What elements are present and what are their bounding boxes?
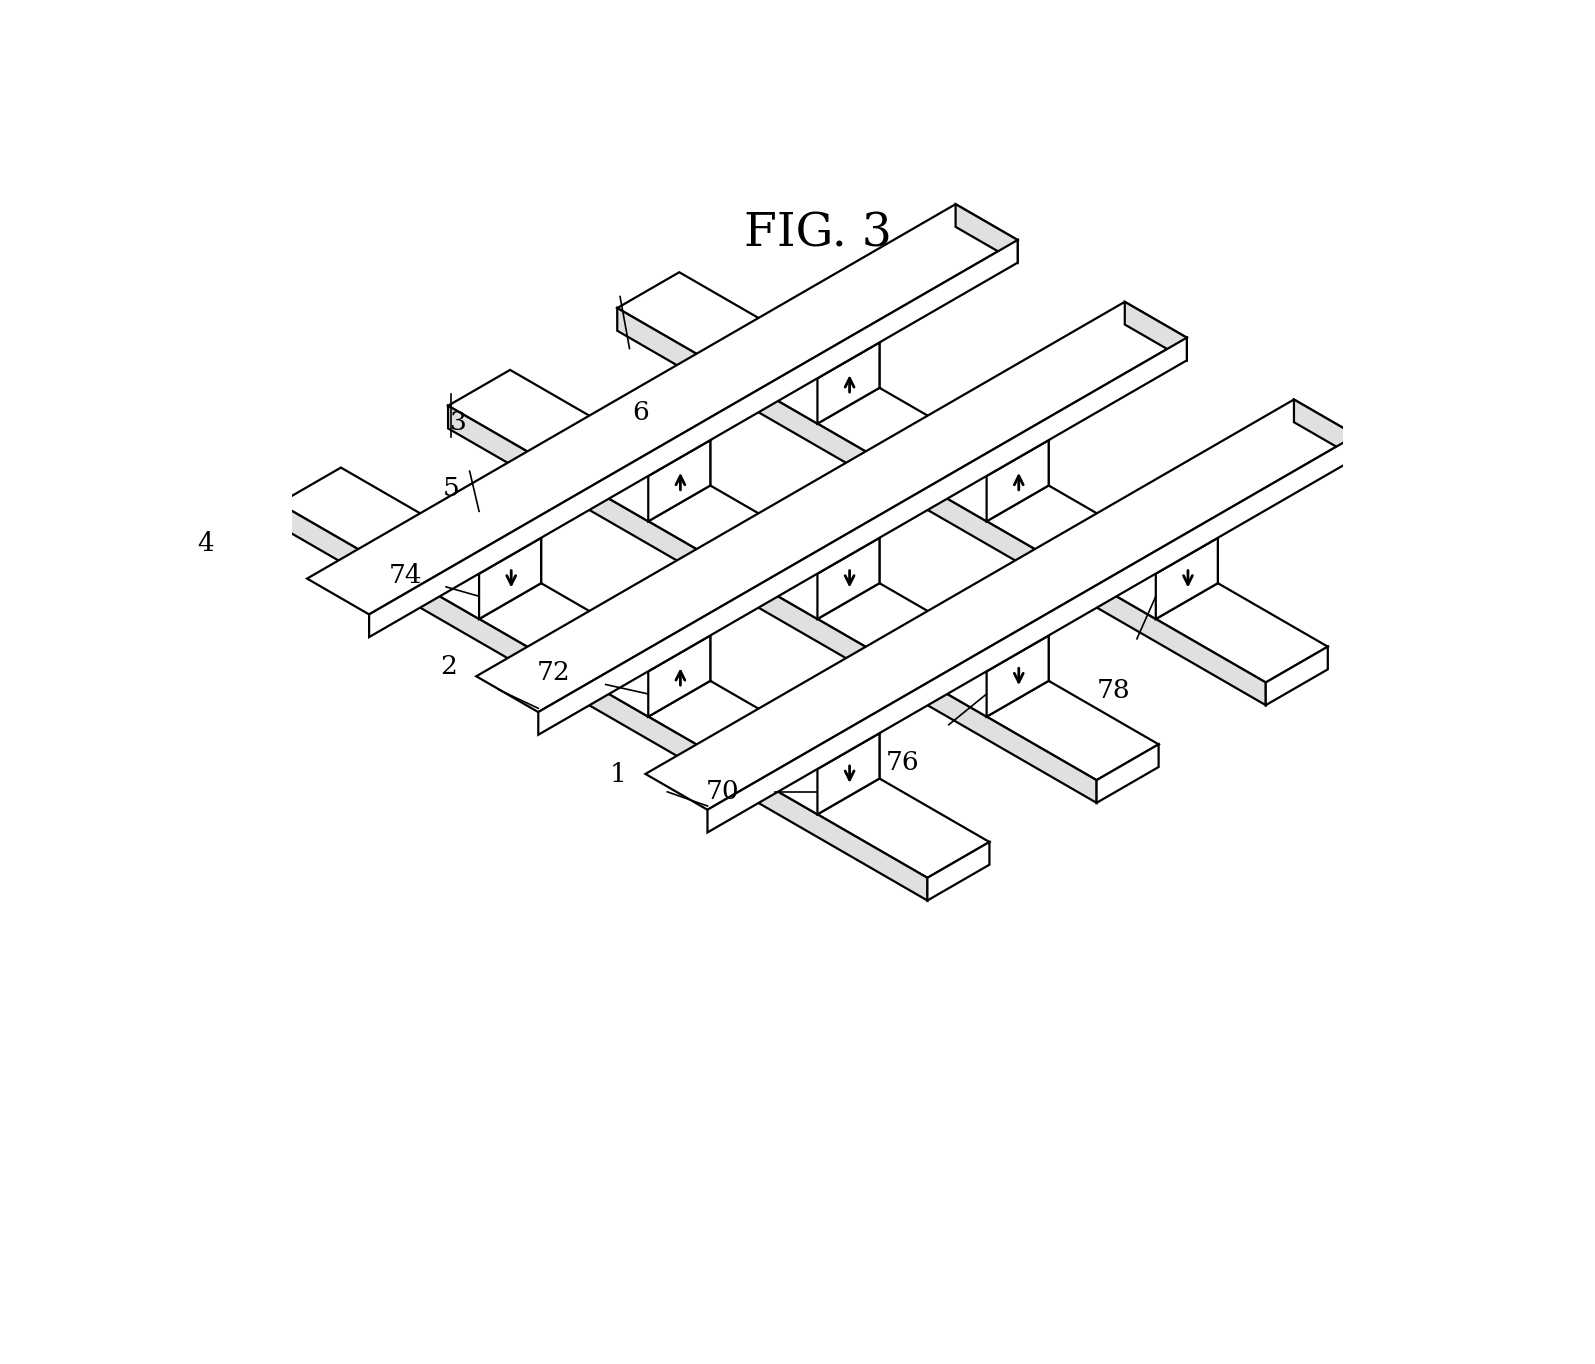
Polygon shape	[279, 503, 927, 900]
Polygon shape	[648, 636, 710, 716]
Polygon shape	[1094, 502, 1219, 574]
Polygon shape	[818, 537, 879, 619]
Polygon shape	[987, 636, 1048, 716]
Polygon shape	[416, 547, 541, 619]
Polygon shape	[1156, 537, 1219, 619]
Polygon shape	[587, 450, 710, 521]
Polygon shape	[756, 743, 879, 814]
Polygon shape	[925, 404, 1048, 476]
Polygon shape	[756, 307, 879, 378]
Polygon shape	[756, 697, 879, 769]
Polygon shape	[617, 273, 1327, 682]
Polygon shape	[478, 502, 541, 584]
Polygon shape	[617, 308, 1266, 705]
Polygon shape	[756, 547, 879, 619]
Polygon shape	[368, 240, 1018, 637]
Text: 70: 70	[707, 779, 740, 805]
Polygon shape	[1156, 502, 1219, 584]
Text: 6: 6	[633, 400, 649, 424]
Polygon shape	[1094, 547, 1219, 619]
Text: 74: 74	[389, 563, 423, 588]
Polygon shape	[1124, 301, 1187, 360]
Text: 78: 78	[1097, 678, 1131, 704]
Polygon shape	[478, 537, 541, 619]
Text: FIG. 3: FIG. 3	[743, 211, 892, 256]
Polygon shape	[756, 502, 879, 574]
Polygon shape	[818, 342, 879, 424]
Text: 76: 76	[885, 750, 919, 775]
Polygon shape	[448, 370, 1158, 780]
Polygon shape	[587, 404, 710, 476]
Polygon shape	[1266, 647, 1327, 705]
Polygon shape	[279, 468, 989, 878]
Polygon shape	[648, 600, 710, 681]
Polygon shape	[708, 435, 1356, 832]
Polygon shape	[538, 338, 1187, 735]
Text: 1: 1	[609, 762, 627, 787]
Polygon shape	[587, 600, 710, 671]
Polygon shape	[927, 842, 989, 900]
Polygon shape	[818, 307, 879, 387]
Polygon shape	[987, 600, 1048, 681]
Polygon shape	[925, 600, 1048, 671]
Polygon shape	[756, 352, 879, 424]
Polygon shape	[955, 205, 1018, 263]
Text: 4: 4	[198, 531, 214, 555]
Text: 72: 72	[538, 660, 571, 686]
Polygon shape	[925, 645, 1048, 716]
Text: 5: 5	[442, 476, 459, 501]
Polygon shape	[1294, 400, 1356, 458]
Polygon shape	[987, 441, 1048, 521]
Polygon shape	[818, 697, 879, 779]
Polygon shape	[1097, 745, 1158, 803]
Text: 3: 3	[450, 409, 466, 435]
Polygon shape	[648, 441, 710, 521]
Polygon shape	[818, 732, 879, 814]
Polygon shape	[448, 405, 1097, 803]
Polygon shape	[925, 450, 1048, 521]
Polygon shape	[648, 404, 710, 486]
Polygon shape	[477, 301, 1187, 712]
Text: 2: 2	[440, 653, 458, 679]
Polygon shape	[416, 502, 541, 574]
Polygon shape	[818, 502, 879, 584]
Polygon shape	[987, 404, 1048, 486]
Polygon shape	[587, 645, 710, 716]
Polygon shape	[646, 400, 1356, 810]
Polygon shape	[308, 205, 1018, 614]
